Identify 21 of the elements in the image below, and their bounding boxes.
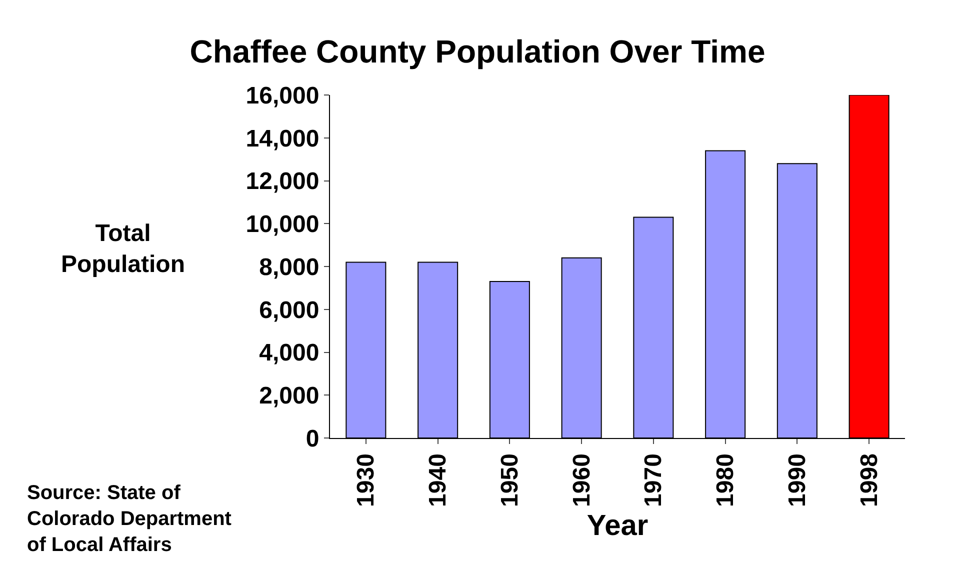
x-tick-label: 1950 bbox=[496, 454, 524, 507]
y-axis-title: Total Population bbox=[61, 220, 185, 278]
x-tick-label: 1940 bbox=[424, 454, 452, 507]
y-tick-label: 10,000 bbox=[246, 211, 320, 238]
x-tick-label: 1998 bbox=[856, 454, 883, 507]
x-tick-label: 1930 bbox=[352, 454, 380, 507]
x-tick-label: 1970 bbox=[640, 454, 668, 507]
y-tick-label: 0 bbox=[306, 425, 320, 452]
x-tick-label: 1980 bbox=[712, 454, 740, 507]
chart-title: Chaffee County Population Over Time bbox=[190, 34, 766, 70]
x-axis-title: Year bbox=[586, 510, 648, 542]
source-note: Source: State of Colorado Department of Local Affairs bbox=[27, 482, 232, 556]
x-tick-label: 1960 bbox=[568, 454, 596, 507]
y-tick-label: 12,000 bbox=[246, 168, 320, 196]
y-tick-label: 4,000 bbox=[259, 340, 320, 367]
y-tick-label: 2,000 bbox=[259, 382, 320, 410]
y-tick-label: 6,000 bbox=[259, 296, 320, 324]
x-tick-label: 1990 bbox=[784, 454, 811, 507]
y-tick-label: 14,000 bbox=[246, 125, 320, 152]
y-tick-label: 8,000 bbox=[259, 254, 320, 281]
y-tick-label: 16,000 bbox=[246, 82, 320, 110]
